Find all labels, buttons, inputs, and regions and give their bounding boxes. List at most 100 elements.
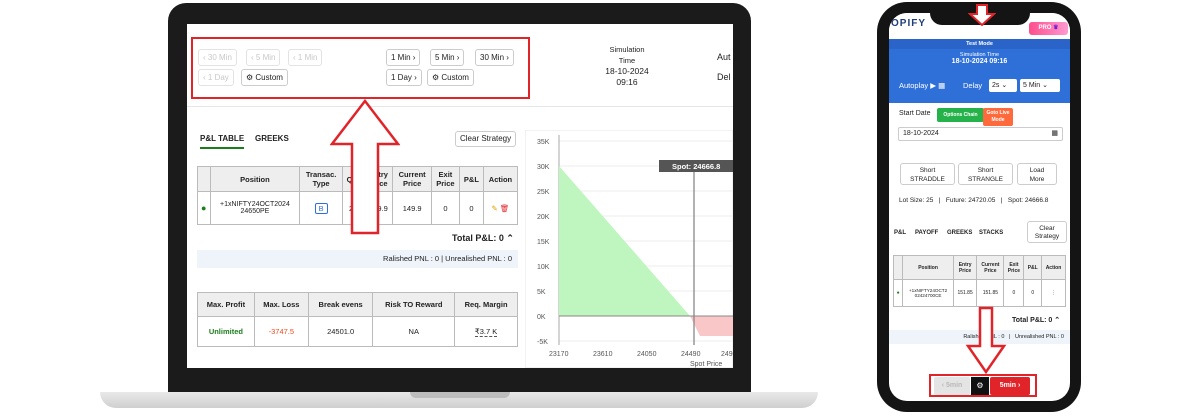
metric-header: Risk TO Reward [372, 292, 456, 317]
interval-prev-30min-button[interactable]: ‹ 30 Min [198, 49, 237, 66]
simulation-time: Simulation Time 18-10-2024 09:16 [605, 45, 649, 87]
buy-badge: B [314, 202, 328, 214]
tab-greeks[interactable]: GREEKS [947, 230, 973, 236]
clear-strategy-button[interactable]: Clear Strategy [455, 131, 517, 147]
y-tick: -5K [537, 339, 548, 346]
max-loss-value: -3747.5 [253, 316, 309, 347]
up-arrow-icon [330, 99, 400, 235]
pnl-summary: Ralished PNL : 0 | Unrealished PNL : 0 [197, 250, 518, 268]
interval-select[interactable]: 5 Min ⌄ [1020, 79, 1060, 92]
goto-live-button[interactable]: Goto Live Mode [983, 108, 1013, 126]
spot-label: Spot: 24666.8 [672, 162, 720, 171]
y-tick: 5K [537, 289, 546, 296]
interval-next-5min-button[interactable]: 5 Min › [430, 49, 465, 66]
table-row: ● +1xNIFTY24OCT2 02424700CE 151.85 151.85… [892, 279, 1067, 307]
interval-next-1min-button[interactable]: 1 Min › [386, 49, 421, 66]
x-tick: 24050 [637, 351, 657, 358]
y-tick: 30K [537, 164, 550, 171]
delay-label-truncated: Del [717, 72, 731, 82]
x-tick: 24490 [681, 351, 701, 358]
metric-header: Max. Profit [197, 292, 255, 317]
short-strangle-button[interactable]: Short STRANGLE [958, 163, 1013, 185]
total-pl: Total P&L: 0 ⌃ [452, 233, 514, 243]
y-tick: 35K [537, 139, 550, 146]
col-header-type: Transac. Type [299, 166, 343, 192]
metric-header: Req. Margin [454, 292, 518, 317]
y-tick: 15K [537, 239, 550, 246]
y-tick: 20K [537, 214, 550, 221]
delay-select[interactable]: 2s ⌄ [989, 79, 1017, 92]
options-chain-button[interactable]: Options Chain [937, 108, 984, 122]
col-header-position: Position [902, 255, 954, 280]
divider [187, 106, 733, 107]
start-date-label: Start Date [899, 110, 931, 117]
play-icon[interactable]: ▶ [930, 81, 937, 90]
col-header-pnl: P&L [1023, 255, 1042, 280]
metrics-table: Max. Profit Max. Loss Break evens Risk T… [197, 292, 518, 347]
short-straddle-button[interactable]: Short STRADDLE [900, 163, 955, 185]
sim-time-label: Simulation Time [959, 52, 1000, 58]
more-options-icon[interactable]: ⋮ [1050, 290, 1056, 296]
gear-icon: ⚙ [246, 73, 254, 82]
spot-label-bg [659, 160, 733, 172]
tab-pl-table[interactable]: P&L TABLE [200, 134, 245, 149]
phone-screen: OPIFY PRO ♛ Test Mode Simulation Time 18… [889, 13, 1070, 401]
toolbar-highlight-box [191, 37, 530, 99]
stack-icon[interactable]: ▦ [938, 81, 946, 90]
interval-prev-1min-button[interactable]: ‹ 1 Min [288, 49, 323, 66]
col-header-pnl: P&L [458, 166, 484, 192]
tab-stacks[interactable]: STACKS [979, 230, 1004, 236]
interval-next-30min-button[interactable]: 30 Min › [475, 49, 514, 66]
metric-header: Max. Loss [253, 292, 309, 317]
interval-prev-1day-button[interactable]: ‹ 1 Day [198, 69, 234, 86]
prev-5min-button[interactable]: ‹ 5min [934, 377, 970, 395]
col-header-action: Action [1040, 255, 1067, 280]
start-date-input[interactable]: 18-10-2024 ▦ [898, 127, 1063, 141]
calendar-icon: ▦ [1051, 130, 1058, 137]
metric-header: Break evens [307, 292, 374, 317]
max-profit-value: Unlimited [197, 316, 255, 347]
custom-next-button[interactable]: ⚙ Custom [427, 69, 474, 86]
col-header [197, 166, 211, 192]
brand-logo: OPIFY [891, 18, 927, 29]
x-axis-label: Spot Price [690, 361, 722, 368]
x-tick: 249 [721, 351, 733, 358]
bottom-nav-highlight-box [929, 374, 1037, 397]
laptop-base [100, 392, 818, 408]
clear-strategy-button[interactable]: Clear Strategy [1027, 221, 1067, 243]
col-header-current: Current Price [976, 255, 1005, 280]
interval-prev-5min-button[interactable]: ‹ 5 Min [246, 49, 281, 66]
sim-time-value: 18-10-2024 09:16 [951, 58, 1008, 65]
tab-greeks[interactable]: GREEKS [255, 134, 289, 143]
col-header [892, 255, 904, 280]
x-tick: 23610 [593, 351, 613, 358]
interval-next-1day-button[interactable]: 1 Day › [386, 69, 422, 86]
col-header-current: Current Price [392, 166, 432, 192]
break-even-value: 24501.0 [307, 316, 374, 347]
delete-icon[interactable]: 🗑 [499, 203, 510, 213]
col-header-position: Position [209, 166, 301, 192]
x-tick: 23170 [549, 351, 569, 358]
edit-icon[interactable]: ✎ [491, 203, 498, 213]
tab-payoff[interactable]: PAYOFF [915, 230, 939, 236]
col-header-exit: Exit Price [430, 166, 460, 192]
total-pl: Total P&L: 0 ⌃ [1012, 317, 1061, 324]
payoff-chart: 35K 30K 25K 20K 15K 10K 5K 0K -5K 23170 … [525, 130, 733, 368]
gear-icon: ⚙ [432, 73, 440, 82]
top-down-arrow-icon [968, 4, 996, 26]
tab-pl[interactable]: P&L [894, 230, 906, 236]
profit-area [559, 166, 690, 316]
load-more-button[interactable]: Load More [1017, 163, 1057, 185]
status-dot-icon: ● [201, 203, 207, 213]
next-5min-button[interactable]: 5min › [990, 377, 1030, 395]
col-header-action: Action [482, 166, 519, 192]
phone-pl-table: Position Entry Price Current Price Exit Pri… [892, 255, 1067, 307]
test-mode-label: Test Mode [889, 39, 1070, 49]
custom-prev-button[interactable]: ⚙ Custom [241, 69, 288, 86]
pro-badge[interactable]: PRO ♛ [1029, 22, 1068, 35]
autoplay-label: Autoplay ▶ ▦ [899, 81, 946, 90]
simulation-panel: Test Mode Simulation Time 18-10-2024 09:… [889, 39, 1070, 103]
settings-gear-icon[interactable]: ⚙ [971, 377, 989, 395]
laptop-notch [410, 392, 510, 398]
